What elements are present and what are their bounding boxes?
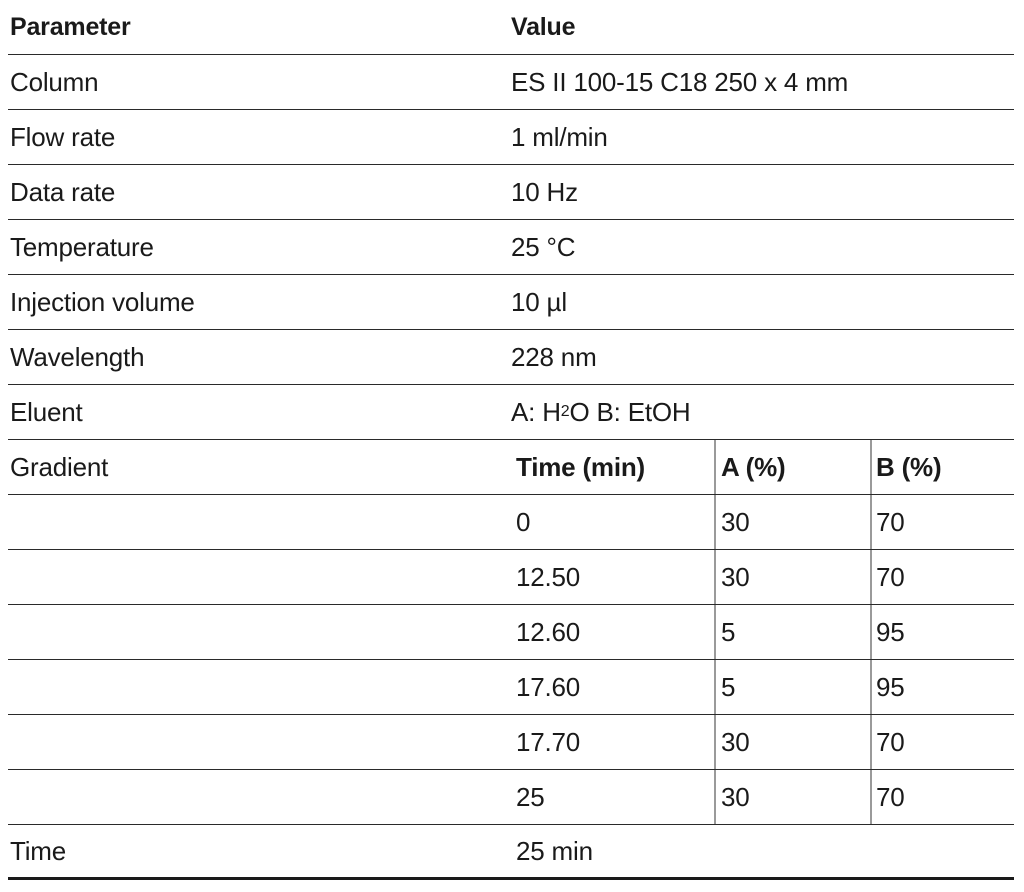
gradient-b: 70 (876, 781, 905, 812)
gradient-header-time: Time (min) (516, 451, 645, 482)
gradient-row: 12.50 30 70 (8, 550, 1014, 605)
eluent-value-subscript: 2 (560, 403, 570, 420)
column-divider (870, 495, 872, 549)
column-divider (870, 605, 872, 659)
gradient-time: 25 (516, 781, 545, 812)
header-value: Value (511, 12, 576, 41)
gradient-b: 95 (876, 671, 905, 702)
column-divider (714, 440, 716, 494)
gradient-time: 12.60 (516, 616, 581, 647)
gradient-a: 30 (721, 781, 750, 812)
column-divider (714, 550, 716, 604)
row-parameter: Wavelength (10, 341, 145, 372)
column-divider (870, 550, 872, 604)
gradient-b: 70 (876, 726, 905, 757)
column-divider (714, 495, 716, 549)
row-value: 25 °C (511, 231, 576, 262)
gradient-a: 30 (721, 506, 750, 537)
eluent-parameter: Eluent (10, 396, 83, 427)
gradient-header-a: A (%) (721, 451, 786, 482)
parameter-table: Parameter Value Column ES II 100-15 C18 … (8, 0, 1014, 880)
column-divider (714, 770, 716, 824)
row-parameter: Column (10, 66, 99, 97)
table-row: Data rate 10 Hz (8, 165, 1014, 220)
row-parameter: Data rate (10, 176, 116, 207)
time-value: 25 min (516, 835, 593, 866)
column-divider (870, 770, 872, 824)
gradient-b: 70 (876, 561, 905, 592)
row-parameter: Flow rate (10, 121, 116, 152)
gradient-parameter: Gradient (10, 451, 109, 482)
gradient-row: 17.70 30 70 (8, 715, 1014, 770)
header-parameter: Parameter (10, 12, 131, 41)
gradient-a: 5 (721, 616, 736, 647)
gradient-a: 5 (721, 671, 736, 702)
row-value: ES II 100-15 C18 250 x 4 mm (511, 66, 849, 97)
gradient-time: 0 (516, 506, 531, 537)
row-value: 10 Hz (511, 176, 578, 207)
eluent-value-prefix: A: H (511, 396, 561, 427)
table-row: Column ES II 100-15 C18 250 x 4 mm (8, 55, 1014, 110)
table-row: Injection volume 10 µl (8, 275, 1014, 330)
column-divider (870, 715, 872, 769)
row-value: 228 nm (511, 341, 597, 372)
row-value: 10 µl (511, 286, 567, 317)
row-parameter: Temperature (10, 231, 154, 262)
gradient-time: 12.50 (516, 561, 581, 592)
gradient-row: 0 30 70 (8, 495, 1014, 550)
table-row: Flow rate 1 ml/min (8, 110, 1014, 165)
gradient-header-b: B (%) (876, 451, 942, 482)
gradient-a: 30 (721, 561, 750, 592)
column-divider (870, 440, 872, 494)
row-value: 1 ml/min (511, 121, 608, 152)
gradient-a: 30 (721, 726, 750, 757)
time-parameter: Time (10, 835, 67, 866)
column-divider (714, 715, 716, 769)
row-parameter: Injection volume (10, 286, 195, 317)
column-divider (714, 660, 716, 714)
time-row: Time 25 min (8, 825, 1014, 880)
table-header-row: Parameter Value (8, 0, 1014, 55)
gradient-time: 17.60 (516, 671, 581, 702)
gradient-time: 17.70 (516, 726, 581, 757)
table-row: Wavelength 228 nm (8, 330, 1014, 385)
column-divider (870, 660, 872, 714)
gradient-row: 17.60 5 95 (8, 660, 1014, 715)
eluent-value-suffix: O B: EtOH (569, 396, 691, 427)
gradient-b: 70 (876, 506, 905, 537)
gradient-row: 12.60 5 95 (8, 605, 1014, 660)
table-row: Temperature 25 °C (8, 220, 1014, 275)
column-divider (714, 605, 716, 659)
gradient-b: 95 (876, 616, 905, 647)
gradient-row: 25 30 70 (8, 770, 1014, 825)
gradient-header-row: Gradient Time (min) A (%) B (%) (8, 440, 1014, 495)
